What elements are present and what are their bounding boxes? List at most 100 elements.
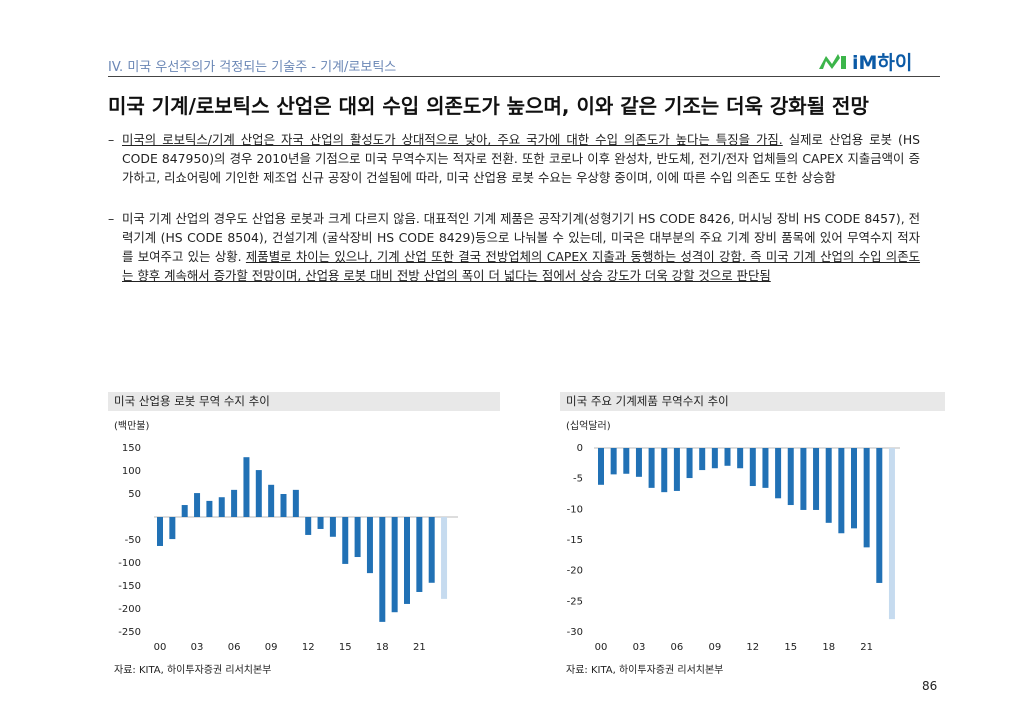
bar (441, 517, 448, 599)
x-tick-label: 18 (822, 642, 835, 653)
bar (206, 500, 213, 517)
bar (888, 448, 895, 620)
bar (194, 493, 201, 517)
x-tick-label: 09 (708, 642, 721, 653)
x-tick-label: 06 (671, 642, 684, 653)
y-tick-label: 50 (128, 489, 141, 500)
bar (699, 448, 706, 471)
bar (711, 448, 718, 469)
x-tick-label: 15 (339, 642, 352, 653)
chart-title: 미국 산업용 로봇 무역 수지 추이 (108, 392, 500, 411)
x-tick-label: 18 (376, 642, 389, 653)
bullet-text: 미국 기계 산업의 경우도 산업용 로봇과 크게 다르지 않음. 대표적인 기계… (122, 209, 920, 285)
bar (354, 517, 361, 558)
x-tick-label: 03 (633, 642, 646, 653)
bar (851, 448, 857, 529)
bullet-text: 미국의 로보틱스/기계 산업은 자국 산업의 활성도가 상대적으로 낮아, 주요… (122, 130, 920, 187)
x-tick-label: 06 (228, 642, 241, 653)
logo-text: iM하이 (852, 51, 913, 74)
bar (800, 448, 807, 510)
bar (635, 448, 642, 477)
logo: iM하이 (818, 48, 912, 74)
bar (838, 448, 845, 534)
bar (863, 448, 870, 548)
bar (775, 448, 782, 499)
bar (598, 448, 604, 485)
bar (157, 517, 163, 546)
bullet-marker: – (108, 211, 115, 226)
text-segment: 실제로 산업용 로봇 (HS CODE 847950)의 경우 2010년을 기… (122, 132, 920, 185)
text-segment: 제품별로 차이는 있으나, 기계 산업 또한 결국 전방업체의 CAPEX 지출… (122, 249, 921, 283)
bar (825, 448, 832, 523)
bar-chart: 150 100 50 -50 -100 -150 -200 -250 00 03 06 09 12 15 1… (118, 443, 458, 653)
bar-chart: 0 -5 -10 -15 -20 -25 -30 00 03 06 09 12 15 18 21 (567, 443, 900, 653)
x-tick-label: 12 (302, 642, 315, 653)
y-tick-label: -250 (118, 627, 141, 638)
x-tick-label: 21 (413, 642, 426, 653)
y-tick-label: -5 (573, 474, 583, 485)
bar (391, 517, 398, 613)
text-segment: 미국 기계 산업의 경우도 산업용 로봇과 크게 다르지 않음. 대표적인 기계… (122, 211, 920, 264)
y-tick-label: -200 (118, 604, 141, 615)
y-tick-label: 0 (577, 443, 583, 454)
chart-title: 미국 주요 기계제품 무역수지 추이 (560, 392, 945, 411)
y-tick-label: -100 (118, 558, 141, 569)
logo-icon (819, 54, 846, 69)
bar (610, 448, 617, 475)
bullet: – 미국 기계 산업의 경우도 산업용 로봇과 크게 다르지 않음. 대표적인 기… (108, 209, 920, 285)
unit-label: (백만불) (114, 421, 150, 432)
y-tick-label: -20 (567, 566, 583, 577)
unit-label: (십억달러) (566, 421, 611, 432)
y-tick-label: -150 (118, 581, 141, 592)
bar (218, 497, 225, 517)
bar (648, 448, 655, 488)
bar (292, 489, 299, 517)
bar (268, 484, 275, 517)
y-tick-label: 100 (122, 466, 141, 477)
bullet: – 미국의 로보틱스/기계 산업은 자국 산업의 활성도가 상대적으로 낮아, 주… (108, 130, 920, 187)
x-tick-label: 12 (746, 642, 759, 653)
bar (787, 448, 794, 506)
bar (329, 517, 336, 537)
bar (342, 517, 349, 564)
x-tick-label: 09 (265, 642, 278, 653)
bar (305, 517, 312, 535)
bar (317, 517, 324, 529)
bullet-marker: – (108, 132, 115, 147)
y-tick-label: -25 (567, 596, 583, 607)
source: 자료: KITA, 하이투자증권 리서치본부 (114, 665, 272, 676)
bar (428, 517, 435, 583)
bar (379, 517, 386, 622)
bar (661, 448, 668, 493)
bar (623, 448, 630, 474)
y-tick-label: -50 (125, 535, 141, 546)
bar (673, 448, 680, 491)
y-tick-label: -15 (567, 535, 583, 546)
y-tick-label: -30 (567, 627, 583, 638)
bar (231, 489, 238, 517)
bar (416, 517, 423, 592)
header-rule (108, 76, 940, 77)
bar (404, 517, 410, 604)
bar (749, 448, 756, 487)
y-tick-label: -10 (567, 504, 583, 515)
bar (366, 517, 373, 574)
bar (280, 494, 287, 517)
headline: 미국 기계/로보틱스 산업은 대외 수입 의존도가 높으며, 이와 같은 기조는… (108, 94, 869, 118)
bar (686, 448, 693, 479)
source: 자료: KITA, 하이투자증권 리서치본부 (566, 665, 724, 676)
text-segment: 미국의 로보틱스/기계 산업은 자국 산업의 활성도가 상대적으로 낮아, 주요… (122, 132, 783, 147)
bar (737, 448, 744, 469)
x-tick-label: 15 (784, 642, 797, 653)
y-tick-label: 150 (122, 443, 141, 454)
bar (243, 457, 250, 517)
x-tick-label: 00 (154, 642, 167, 653)
section-title: IV. 미국 우선주의가 걱정되는 기술주 - 기계/로보틱스 (108, 60, 397, 75)
bar (762, 448, 769, 488)
bar (813, 448, 820, 510)
x-tick-label: 00 (595, 642, 608, 653)
x-tick-label: 03 (191, 642, 204, 653)
bar (876, 448, 883, 583)
bar (181, 505, 188, 517)
